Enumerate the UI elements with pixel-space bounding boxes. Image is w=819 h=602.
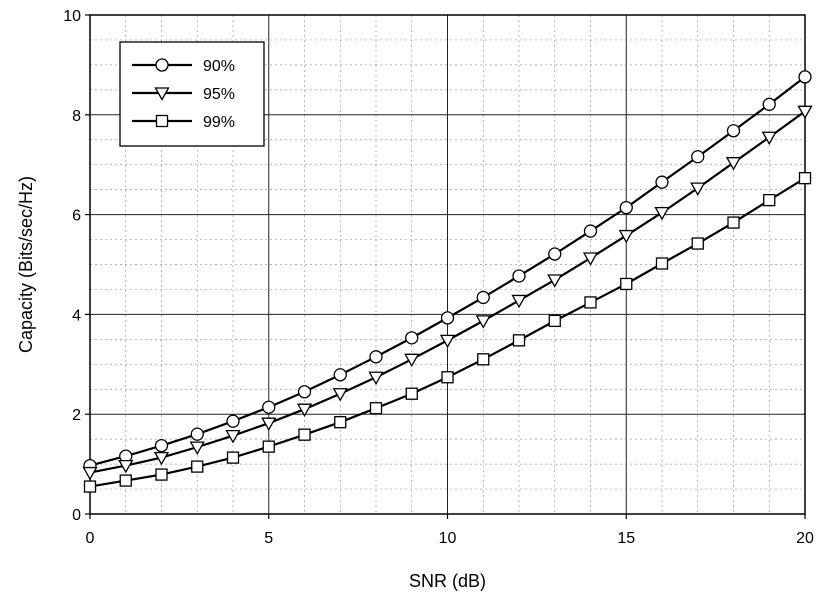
data-point-marker xyxy=(690,182,706,196)
x-axis-title: SNR (dB) xyxy=(409,571,486,591)
data-point-marker xyxy=(190,427,204,441)
y-axis-title: Capacity (Bits/sec/Hz) xyxy=(16,176,36,353)
data-point-marker xyxy=(441,371,454,384)
data-point-marker xyxy=(154,438,169,453)
data-point-marker xyxy=(404,353,420,368)
x-tick-label: 10 xyxy=(439,530,457,547)
data-point-marker xyxy=(225,430,241,444)
data-point-marker xyxy=(477,353,490,366)
data-point-marker xyxy=(226,414,240,428)
data-point-marker xyxy=(619,200,633,215)
y-tick-label: 0 xyxy=(72,507,81,524)
data-point-marker xyxy=(618,229,634,244)
data-point-marker xyxy=(368,371,384,386)
x-tick-label: 0 xyxy=(86,530,95,547)
data-point-marker xyxy=(118,459,134,474)
data-point-marker xyxy=(548,247,562,261)
data-point-marker xyxy=(762,97,776,111)
data-point-marker xyxy=(512,334,526,347)
data-point-marker xyxy=(726,124,741,138)
legend-entry: 95% xyxy=(132,86,235,103)
data-point-marker xyxy=(620,277,633,291)
y-tick-label: 4 xyxy=(72,307,81,324)
data-point-marker xyxy=(296,403,313,418)
y-tick-label: 8 xyxy=(72,108,81,125)
data-point-marker xyxy=(405,387,418,400)
data-point-marker xyxy=(440,311,455,325)
data-point-marker xyxy=(797,105,813,120)
data-point-marker xyxy=(119,474,132,487)
legend-label: 99% xyxy=(203,114,235,131)
legend-marker xyxy=(155,114,169,128)
data-point-marker xyxy=(297,385,312,399)
data-point-marker xyxy=(763,193,776,207)
data-point-marker xyxy=(655,175,669,189)
y-tick-label: 2 xyxy=(72,407,81,424)
data-point-marker xyxy=(298,428,311,441)
data-point-marker xyxy=(583,224,598,238)
data-point-marker xyxy=(691,150,705,164)
y-tick-label: 6 xyxy=(72,208,81,225)
data-point-marker xyxy=(82,466,98,481)
x-tick-label: 20 xyxy=(796,530,814,547)
x-tick-label: 15 xyxy=(617,530,635,547)
data-point-marker xyxy=(83,480,97,493)
data-point-marker xyxy=(476,290,490,305)
data-point-marker xyxy=(262,400,276,414)
series-95pct xyxy=(82,105,813,481)
series-90pct xyxy=(83,70,812,473)
series-layer xyxy=(82,70,813,493)
series-99pct xyxy=(83,172,812,493)
data-point-marker xyxy=(512,269,526,283)
y-axis-ticks: 0 2 4 6 8 10 xyxy=(63,8,90,524)
data-point-marker xyxy=(798,172,812,185)
data-point-marker xyxy=(584,296,597,309)
data-point-marker xyxy=(333,368,347,382)
data-point-marker xyxy=(761,131,777,146)
x-axis-ticks: 0 5 10 15 20 xyxy=(86,514,814,547)
data-point-marker xyxy=(582,252,599,266)
data-point-marker xyxy=(439,334,456,349)
data-point-marker xyxy=(334,416,347,429)
legend-label: 95% xyxy=(203,86,235,103)
data-point-marker xyxy=(262,440,275,453)
data-point-marker xyxy=(511,294,527,309)
data-point-marker xyxy=(475,315,491,329)
legend-marker xyxy=(155,58,169,72)
data-point-marker xyxy=(261,417,277,432)
data-point-marker xyxy=(189,441,205,455)
data-point-marker xyxy=(369,350,383,364)
data-point-marker xyxy=(654,206,670,221)
data-point-marker xyxy=(153,451,170,466)
legend-entry: 99% xyxy=(132,114,235,131)
data-point-marker xyxy=(155,468,168,481)
y-tick-label: 10 xyxy=(63,8,81,25)
data-point-marker xyxy=(548,314,561,328)
legend-label: 90% xyxy=(203,58,235,75)
data-point-marker xyxy=(727,216,740,229)
data-point-marker xyxy=(655,257,669,270)
legend: 90% 95% 99% xyxy=(119,41,265,147)
data-point-marker xyxy=(226,451,240,464)
data-point-marker xyxy=(332,388,348,402)
x-tick-label: 5 xyxy=(264,530,273,547)
data-point-marker xyxy=(547,274,563,288)
data-point-marker xyxy=(191,460,204,473)
legend-marker xyxy=(154,87,170,101)
data-point-marker xyxy=(405,331,419,345)
legend-entry: 90% xyxy=(132,58,235,75)
data-point-marker xyxy=(691,237,704,250)
data-point-marker xyxy=(725,157,742,171)
data-point-marker xyxy=(798,70,812,84)
data-point-marker xyxy=(369,402,383,415)
